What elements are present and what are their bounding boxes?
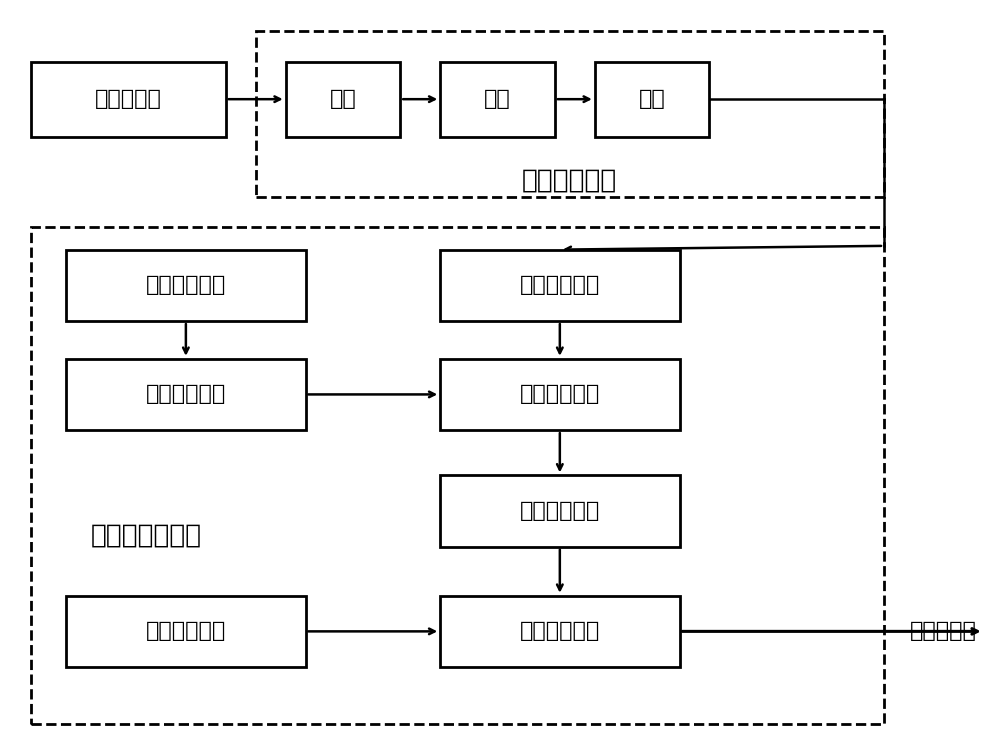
Text: 温度传感器: 温度传感器 <box>95 89 162 109</box>
Bar <box>440 62 555 137</box>
Bar <box>31 227 884 723</box>
Bar <box>440 596 680 667</box>
Bar <box>66 596 306 667</box>
Text: 空气密度计算: 空气密度计算 <box>520 501 600 521</box>
Bar <box>66 250 306 321</box>
Text: 单片机处理系统: 单片机处理系统 <box>90 522 202 548</box>
Text: 温度处理电路: 温度处理电路 <box>522 168 617 193</box>
Bar <box>256 32 884 197</box>
Text: 滤波: 滤波 <box>639 89 665 109</box>
Text: 月平均气温表: 月平均气温表 <box>146 384 226 405</box>
Text: 环境温度计算: 环境温度计算 <box>520 276 600 295</box>
Text: 系统时间读取: 系统时间读取 <box>146 276 226 295</box>
Text: 整形: 整形 <box>484 89 511 109</box>
Text: 机组特性参数: 机组特性参数 <box>146 621 226 642</box>
Text: 采集: 采集 <box>330 89 356 109</box>
Text: 最优增益值: 最优增益值 <box>910 621 977 641</box>
Bar <box>440 476 680 547</box>
Bar <box>440 250 680 321</box>
Bar <box>286 62 400 137</box>
Bar <box>595 62 709 137</box>
Bar <box>66 359 306 430</box>
Text: 温度加权计算: 温度加权计算 <box>520 384 600 405</box>
Bar <box>31 62 226 137</box>
Bar <box>440 359 680 430</box>
Text: 最优增益计算: 最优增益计算 <box>520 621 600 642</box>
